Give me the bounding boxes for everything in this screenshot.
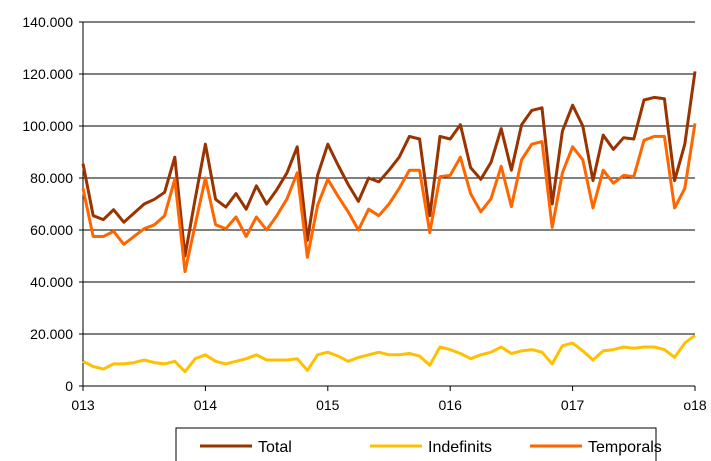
x-tick-label: o18 xyxy=(683,397,707,413)
x-tick-label: 017 xyxy=(561,397,585,413)
x-tick-label: 016 xyxy=(439,397,463,413)
gridlines xyxy=(83,21,695,335)
series-line-indefinits xyxy=(82,334,696,374)
legend-label-total: Total xyxy=(258,439,292,456)
series-line-total xyxy=(81,71,697,258)
x-tick-label: 015 xyxy=(316,397,340,413)
y-tick-label: 0 xyxy=(65,378,73,394)
x-axis: 013 014 015 016 017 o18 xyxy=(71,21,707,413)
y-tick-label: 20.000 xyxy=(30,326,73,342)
y-tick-label: 80.000 xyxy=(30,170,73,186)
y-tick-label: 100.000 xyxy=(22,118,73,134)
legend-label-indefinits: Indefinits xyxy=(428,439,492,456)
legend-label-temporals: Temporals xyxy=(588,439,662,456)
legend: Total Indefinits Temporals xyxy=(175,427,662,461)
x-tick-label: 013 xyxy=(71,397,95,413)
y-tick-label: 120.000 xyxy=(22,66,73,82)
y-tick-label: 140.000 xyxy=(22,14,73,30)
y-tick-label: 40.000 xyxy=(30,274,73,290)
y-tick-label: 60.000 xyxy=(30,222,73,238)
series-lines xyxy=(81,71,697,374)
y-axis-tick-labels: 0 20.000 40.000 60.000 80.000 100.000 120.000 1… xyxy=(22,14,73,394)
x-tick-label: 014 xyxy=(194,397,218,413)
series-line-temporals xyxy=(81,123,697,274)
